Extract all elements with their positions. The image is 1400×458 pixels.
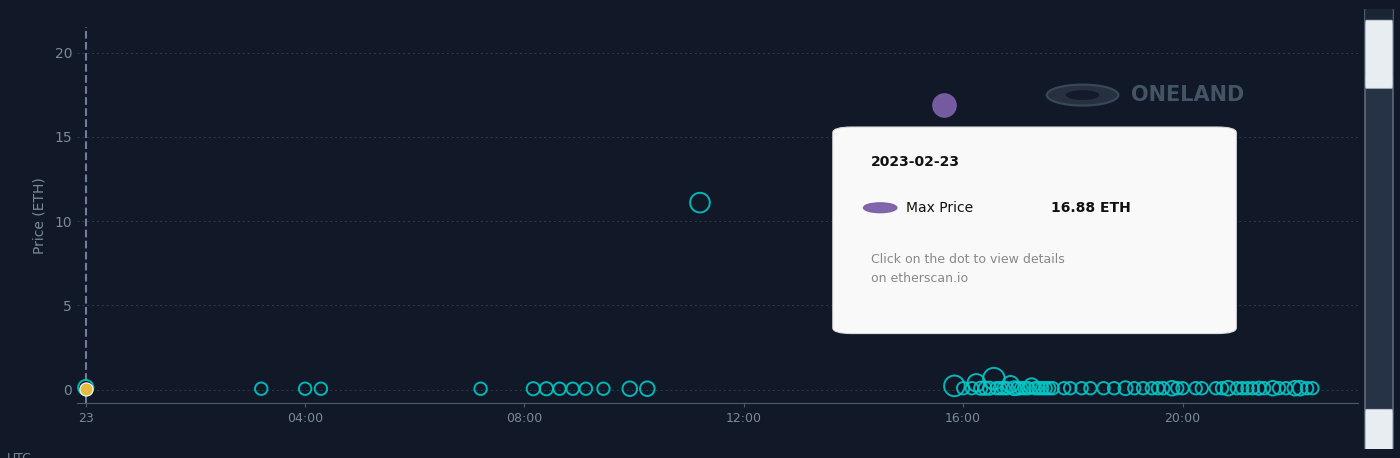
Point	[1289, 385, 1312, 392]
Point	[1009, 385, 1032, 392]
Point	[1217, 385, 1239, 392]
Point	[952, 385, 974, 392]
Point	[309, 385, 332, 393]
Point	[1141, 385, 1163, 392]
Point	[960, 385, 983, 392]
Point	[1268, 385, 1291, 392]
Point	[1242, 385, 1264, 392]
FancyBboxPatch shape	[1365, 20, 1393, 88]
Point	[689, 199, 711, 206]
Point	[1071, 385, 1093, 392]
Point	[1226, 385, 1249, 392]
Point	[1147, 385, 1169, 392]
Point	[1204, 385, 1226, 392]
Point	[574, 385, 596, 393]
Point	[932, 102, 955, 109]
Point	[1042, 385, 1064, 392]
Point	[1296, 385, 1319, 392]
Text: ONELAND: ONELAND	[1131, 85, 1245, 105]
Point	[1301, 385, 1323, 392]
Point	[974, 385, 997, 392]
Point	[944, 382, 966, 389]
Point	[1166, 385, 1189, 392]
Point	[619, 385, 641, 393]
Point	[993, 385, 1015, 392]
Point	[74, 384, 97, 391]
Circle shape	[864, 203, 897, 213]
FancyBboxPatch shape	[1364, 0, 1394, 458]
Point	[970, 385, 993, 392]
Point	[549, 385, 571, 393]
Point	[1058, 385, 1081, 392]
Point	[469, 385, 491, 393]
Point	[988, 385, 1011, 392]
Point	[1211, 385, 1233, 392]
Point	[251, 385, 273, 393]
Point	[1172, 385, 1194, 392]
Point	[1014, 385, 1036, 392]
Point	[1236, 385, 1259, 392]
Point	[1190, 385, 1212, 392]
Point	[1123, 385, 1145, 392]
Point	[294, 385, 316, 393]
Point	[1261, 385, 1284, 392]
Point	[1114, 385, 1137, 392]
Point	[1053, 385, 1075, 392]
Point	[1028, 385, 1050, 392]
Text: Max Price: Max Price	[906, 201, 973, 215]
FancyBboxPatch shape	[833, 127, 1236, 333]
Text: 16.88 ETH: 16.88 ETH	[1050, 201, 1130, 215]
Point	[1079, 385, 1102, 392]
Point	[979, 385, 1001, 392]
Point	[1092, 385, 1114, 392]
Point	[592, 385, 615, 393]
Point	[1275, 385, 1298, 392]
Point	[995, 385, 1018, 392]
Point	[1016, 385, 1039, 392]
Point	[561, 385, 584, 393]
Point	[965, 379, 987, 387]
Point	[535, 385, 557, 393]
Point	[636, 385, 658, 393]
Point	[1002, 385, 1025, 392]
Point	[1247, 385, 1270, 392]
FancyBboxPatch shape	[1365, 75, 1393, 422]
Text: Click on the dot to view details
on etherscan.io: Click on the dot to view details on ethe…	[871, 253, 1065, 285]
Point	[1131, 385, 1154, 392]
Point	[1037, 385, 1060, 392]
Text: 2023-02-23: 2023-02-23	[871, 155, 960, 169]
Point	[983, 375, 1005, 382]
Point	[1023, 385, 1046, 392]
Circle shape	[1065, 90, 1099, 100]
Point	[1103, 385, 1126, 392]
Point	[1161, 385, 1183, 392]
Point	[522, 385, 545, 393]
Point	[1184, 385, 1207, 392]
Point	[1231, 385, 1253, 392]
Point	[1000, 381, 1022, 388]
Point	[1030, 385, 1053, 392]
Point	[1284, 385, 1306, 392]
Y-axis label: Price (ETH): Price (ETH)	[32, 177, 46, 254]
Circle shape	[1047, 85, 1119, 106]
Point	[1035, 385, 1057, 392]
Point	[74, 385, 97, 393]
Point	[1152, 385, 1175, 392]
Point	[1253, 385, 1275, 392]
Text: UTC: UTC	[7, 452, 31, 458]
FancyBboxPatch shape	[1365, 409, 1393, 453]
Point	[1007, 385, 1029, 392]
Point	[986, 385, 1008, 392]
Point	[1021, 382, 1043, 389]
